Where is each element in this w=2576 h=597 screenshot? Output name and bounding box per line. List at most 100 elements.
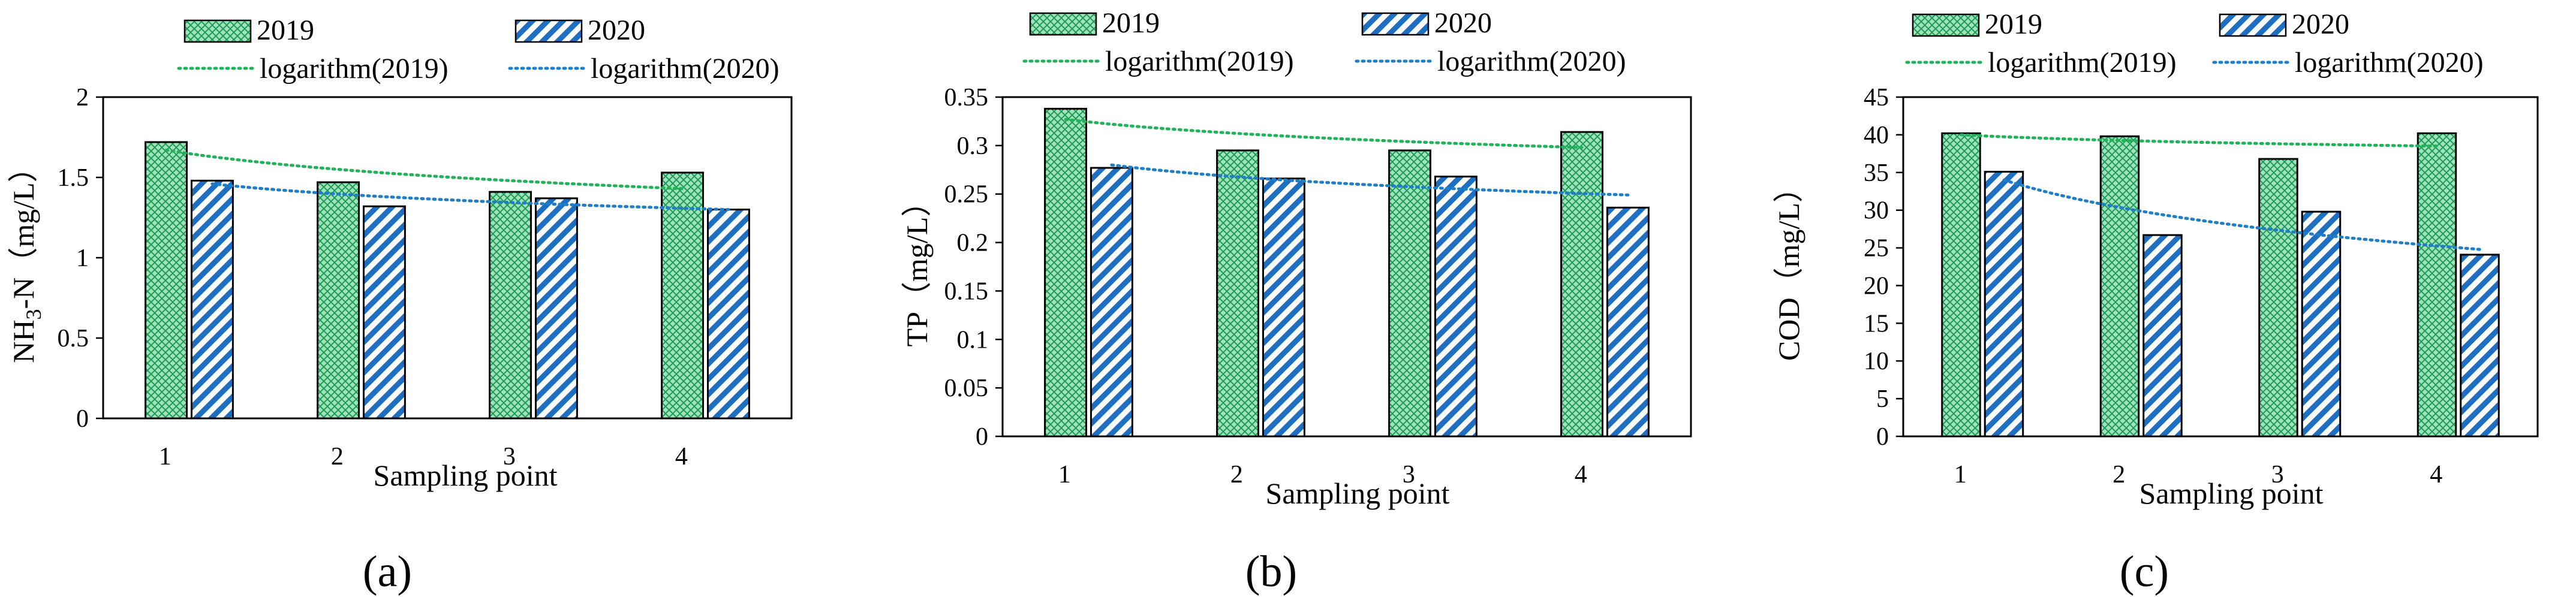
legend-label-2020: 2020 <box>588 14 645 46</box>
y-tick-label: 5 <box>1876 385 1889 413</box>
panel-label: (c) <box>2120 547 2169 596</box>
y-tick-label: 0 <box>1876 423 1889 451</box>
x-axis-label: Sampling point <box>2139 477 2324 510</box>
y-axis-label: NH3-N（mg/L） <box>7 152 46 363</box>
bar-2020-point-2 <box>1262 177 1305 438</box>
x-tick-label: 1 <box>1954 461 1967 489</box>
legend-label-2019: 2019 <box>257 14 314 46</box>
y-axis-label: TP（mg/L） <box>900 187 934 347</box>
legend-swatch-2020 <box>514 19 583 43</box>
y-tick-label: 15 <box>1864 310 1889 337</box>
bar-2019-point-2 <box>317 181 360 420</box>
bar-2020-point-1 <box>1984 171 2024 438</box>
y-tick-label: 35 <box>1864 159 1889 187</box>
legend: 2019 2020 logarithm(2019) logarithm(2020) <box>177 14 780 85</box>
trendline-2019 <box>164 148 684 191</box>
x-tick-label: 2 <box>1230 461 1243 489</box>
plot-frame <box>1902 96 2539 438</box>
legend-label-logarithm-2019: logarithm(2019) <box>1105 46 1294 77</box>
y-tick-label: 2 <box>76 84 89 111</box>
y-tick-label: 0.3 <box>957 132 989 160</box>
y-tick-label: 25 <box>1864 235 1889 263</box>
legend-swatch-2019 <box>1029 12 1097 36</box>
y-tick-label: 45 <box>1864 84 1889 111</box>
y-tick-label: 10 <box>1864 348 1889 375</box>
y-tick-label: 20 <box>1864 272 1889 300</box>
y-tick-label: 0.15 <box>944 278 989 305</box>
x-tick-label: 2 <box>331 443 344 471</box>
y-tick-label: 0 <box>76 405 89 433</box>
bar-2019-point-4 <box>1560 131 1604 438</box>
legend-label-logarithm-2019: logarithm(2019) <box>260 53 449 85</box>
bar-2020-point-3 <box>1434 176 1477 438</box>
bar-2020-point-1 <box>191 179 234 420</box>
bar-2019-point-1 <box>1941 132 1981 438</box>
x-tick-label: 4 <box>1575 461 1587 489</box>
trendline-2020 <box>2002 178 2481 251</box>
bar-2019-point-3 <box>1388 149 1432 438</box>
y-tick-label: 0.2 <box>957 230 989 257</box>
legend-label-logarithm-2020: logarithm(2020) <box>591 53 780 85</box>
bar-2019-point-1 <box>1044 107 1087 438</box>
bar-2019-point-4 <box>2416 132 2457 438</box>
bar-2019-point-2 <box>1216 149 1259 438</box>
legend: 2019 2020 logarithm(2019) logarithm(2020) <box>1022 7 1626 77</box>
bar-2020-point-4 <box>707 209 750 420</box>
y-tick-label: 0.25 <box>944 181 989 209</box>
bar-2019-point-1 <box>145 141 188 420</box>
y-tick-label: 0.05 <box>944 375 989 402</box>
y-tick-label: 0.1 <box>957 326 989 354</box>
chart-panel-2: 0 0.05 0.1 0.15 0.2 0.25 0.3 0.35 1 2 3 4 TP（mg/L） Sa… <box>900 7 1692 596</box>
x-tick-label: 2 <box>2112 461 2125 489</box>
trendline-2019 <box>1064 117 1584 149</box>
y-tick-label: 1 <box>76 245 89 272</box>
x-axis-label: Sampling point <box>1266 477 1450 510</box>
legend-swatch-2020 <box>2219 13 2287 37</box>
y-tick-label: 0.5 <box>58 325 89 352</box>
legend-swatch-2020 <box>1361 12 1430 36</box>
y-tick-label: 0 <box>976 423 988 451</box>
legend-label-2019: 2019 <box>1102 7 1160 39</box>
trendline-2020 <box>1110 163 1630 197</box>
x-tick-label: 4 <box>2430 461 2442 489</box>
bar-2019-point-3 <box>2258 158 2298 438</box>
bar-2020-point-3 <box>535 197 578 420</box>
legend-label-logarithm-2020: logarithm(2020) <box>1437 46 1626 77</box>
legend-swatch-2019 <box>183 19 252 43</box>
x-tick-label: 3 <box>503 443 516 471</box>
bar-2019-point-3 <box>489 191 532 420</box>
x-tick-label: 1 <box>1058 461 1071 489</box>
chart-panel-3: 0 5 10 15 20 25 30 35 40 45 1 2 3 4 COD（mg/L） Sampling … <box>1772 8 2539 596</box>
trendline-2020 <box>210 182 730 212</box>
legend-label-logarithm-2020: logarithm(2020) <box>2295 47 2484 79</box>
legend-label-logarithm-2019: logarithm(2019) <box>1988 47 2177 79</box>
bar-2020-point-1 <box>1090 167 1133 438</box>
trendline-2019 <box>1960 133 2439 148</box>
bar-2020-point-3 <box>2301 210 2342 438</box>
panel-label: (b) <box>1245 547 1297 596</box>
y-axis-label: COD（mg/L） <box>1772 173 1805 361</box>
bar-2019-point-2 <box>2099 135 2140 438</box>
y-tick-label: 30 <box>1864 197 1889 225</box>
bar-2019-point-4 <box>661 171 704 420</box>
panel-label: (a) <box>363 547 412 596</box>
x-tick-label: 4 <box>675 443 688 471</box>
y-tick-label: 0.35 <box>944 84 989 111</box>
bar-2020-point-2 <box>363 205 406 420</box>
y-tick-label: 1.5 <box>58 164 89 192</box>
legend-swatch-2019 <box>1912 13 1980 37</box>
x-tick-label: 1 <box>159 443 171 471</box>
plot-frame <box>1001 96 1692 438</box>
legend-label-2020: 2020 <box>1434 7 1492 39</box>
legend-label-2019: 2019 <box>1985 8 2042 40</box>
x-tick-label: 3 <box>2271 461 2284 489</box>
legend-label-2020: 2020 <box>2292 8 2349 40</box>
x-tick-label: 3 <box>1403 461 1415 489</box>
chart-panel-1: 0 0.5 1 1.5 2 1 2 3 4 NH3-N（mg/L） Sampling point 20… <box>7 14 793 596</box>
x-axis-label: Sampling point <box>374 459 558 492</box>
bar-2020-point-4 <box>1606 206 1650 438</box>
legend: 2019 2020 logarithm(2019) logarithm(2020) <box>1905 8 2484 79</box>
y-tick-label: 40 <box>1864 122 1889 149</box>
bar-2020-point-4 <box>2460 254 2500 438</box>
